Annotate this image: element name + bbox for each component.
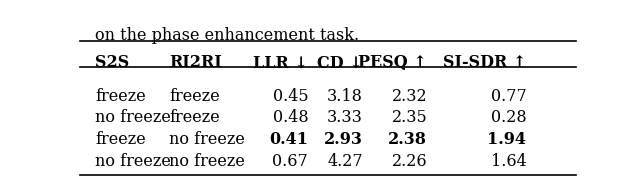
Text: RI2RI: RI2RI: [169, 54, 222, 71]
Text: freeze: freeze: [169, 88, 220, 105]
Text: 2.32: 2.32: [392, 88, 428, 105]
Text: freeze: freeze: [95, 131, 146, 148]
Text: 0.67: 0.67: [273, 153, 308, 170]
Text: 3.18: 3.18: [327, 88, 363, 105]
Text: freeze: freeze: [95, 88, 146, 105]
Text: 3.33: 3.33: [327, 109, 363, 126]
Text: on the phase enhancement task.: on the phase enhancement task.: [95, 27, 359, 44]
Text: 4.27: 4.27: [327, 153, 363, 170]
Text: S2S: S2S: [95, 54, 129, 71]
Text: 2.35: 2.35: [392, 109, 428, 126]
Text: 1.64: 1.64: [491, 153, 527, 170]
Text: 0.41: 0.41: [269, 131, 308, 148]
Text: LLR ↓: LLR ↓: [253, 54, 308, 71]
Text: freeze: freeze: [169, 109, 220, 126]
Text: no freeze: no freeze: [95, 109, 171, 126]
Text: CD ↓: CD ↓: [317, 54, 363, 71]
Text: no freeze: no freeze: [95, 153, 171, 170]
Text: PESQ ↑: PESQ ↑: [358, 54, 428, 71]
Text: 0.45: 0.45: [273, 88, 308, 105]
Text: no freeze: no freeze: [169, 131, 245, 148]
Text: no freeze: no freeze: [169, 153, 245, 170]
Text: 0.77: 0.77: [491, 88, 527, 105]
Text: 1.94: 1.94: [488, 131, 527, 148]
Text: SI-SDR ↑: SI-SDR ↑: [443, 54, 527, 71]
Text: 0.28: 0.28: [491, 109, 527, 126]
Text: 2.26: 2.26: [392, 153, 428, 170]
Text: 2.93: 2.93: [324, 131, 363, 148]
Text: 2.38: 2.38: [388, 131, 428, 148]
Text: 0.48: 0.48: [273, 109, 308, 126]
